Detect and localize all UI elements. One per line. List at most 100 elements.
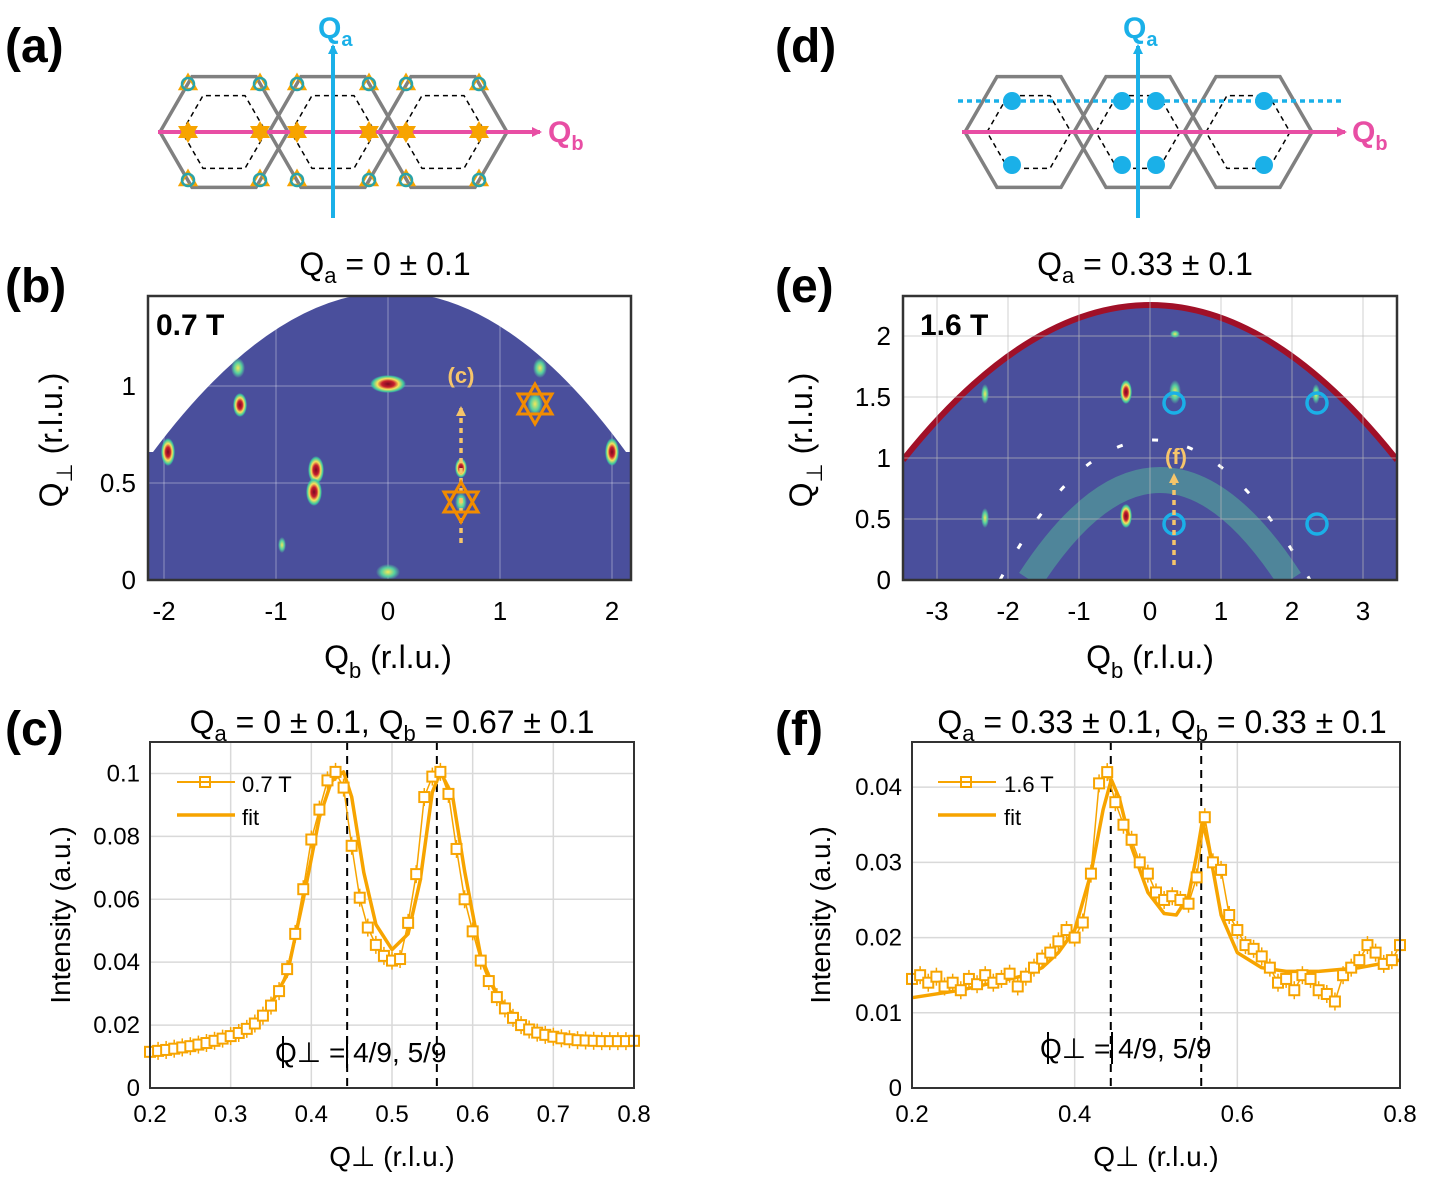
legend-fit-label: fit	[1004, 805, 1021, 830]
bright-spot	[233, 393, 247, 417]
peak-dot	[1147, 156, 1165, 174]
y-tick-label: 0	[122, 565, 136, 595]
panel-label-d: (d)	[775, 20, 836, 73]
legend-data-label: 0.7 T	[242, 772, 292, 797]
bright-spot	[1120, 380, 1132, 404]
data-point	[1076, 916, 1089, 929]
data-point	[1028, 961, 1040, 974]
legend-data-marker	[960, 776, 972, 788]
qa-axis-label: Qa	[318, 12, 353, 51]
data-point	[1345, 961, 1358, 974]
map-ylabel: Q⊥ (r.l.u.)	[783, 373, 827, 508]
map-bright-spots	[161, 358, 619, 580]
data-point	[1133, 856, 1146, 869]
x-tick-label: 0.8	[617, 1101, 650, 1128]
star-marker	[441, 478, 481, 526]
data-point	[1361, 939, 1374, 952]
data-point	[297, 883, 310, 896]
data-point	[361, 921, 374, 934]
data-point	[369, 938, 382, 951]
ring-peak-marker	[289, 76, 305, 92]
data-point	[1198, 811, 1211, 824]
panel-label-a: (a)	[5, 20, 64, 73]
x-tick-label: 0.3	[214, 1101, 247, 1128]
chart-ylabel: Intensity (a.u.)	[805, 826, 836, 1003]
y-tick-label: 0.04	[855, 774, 902, 801]
data-point	[248, 1017, 261, 1030]
data-point	[402, 916, 415, 929]
y-tick-label: 0.04	[93, 949, 140, 976]
data-point	[305, 833, 318, 846]
data-point	[498, 1002, 511, 1015]
qb-axis-label: Qb	[1352, 116, 1388, 155]
chart-xlabel: Q⊥ (r.l.u.)	[1093, 1141, 1219, 1172]
map-coverage-lower	[148, 452, 631, 580]
x-tick-label: -1	[264, 596, 287, 626]
data-point	[265, 999, 277, 1012]
x-tick-label: 0	[1143, 596, 1157, 626]
y-tick-label: 0.03	[855, 849, 902, 876]
panel-label-c: (c)	[5, 703, 64, 756]
y-tick-label: 0.5	[855, 504, 891, 534]
powder-ring	[1019, 467, 1301, 580]
field-label: 1.6 T	[920, 309, 988, 342]
data-point	[1150, 886, 1162, 899]
chart-xlabel: Q⊥ (r.l.u.)	[329, 1141, 455, 1172]
star-peak-marker	[359, 126, 379, 143]
chart-title: Qa = 0.33 ± 0.1, Qb = 0.33 ± 0.1	[937, 704, 1386, 746]
bright-spot	[533, 358, 547, 378]
x-tick-label: 0.5	[375, 1101, 408, 1128]
x-tick-label: 0.6	[456, 1101, 489, 1128]
data-point	[1068, 931, 1081, 944]
data-point	[1060, 924, 1073, 937]
y-tick-label: 0	[877, 565, 891, 595]
y-tick-label: 0.5	[100, 468, 136, 498]
x-tick-label: 0.4	[1058, 1101, 1091, 1128]
x-tick-label: 0.2	[895, 1101, 928, 1128]
star-peak-marker	[250, 126, 270, 143]
peak-dot	[1147, 92, 1165, 110]
data-point	[1141, 867, 1154, 880]
bright-spot	[308, 456, 324, 484]
peak-dot	[1255, 92, 1273, 110]
ring-peak-marker	[398, 76, 414, 92]
data-point	[1011, 980, 1024, 993]
bright-spot	[981, 508, 989, 528]
data-point	[914, 969, 927, 982]
ring-peak-marker	[471, 172, 487, 188]
panel-b-map: Qa = 0 ± 0.1 (c) 0.7 T -2 -1 0 1 2 0 0.5 1 Qb (…	[33, 246, 633, 683]
chart-ylabel: Intensity (a.u.)	[45, 826, 76, 1003]
x-tick-label: -3	[925, 596, 948, 626]
chart-legend: 0.7 T fit	[177, 772, 292, 830]
peak-annotation: Q⊥ = 4/9, 5/9	[1040, 1033, 1212, 1064]
data-point	[1288, 984, 1301, 997]
x-tick-label: 0.6	[1221, 1101, 1254, 1128]
data-point	[418, 791, 431, 804]
data-point	[1182, 897, 1195, 910]
map-frame	[901, 294, 1399, 582]
map-tick-labels: -2 -1 0 1 2 0 0.5 1	[100, 371, 619, 626]
data-point	[1019, 970, 1032, 983]
data-point	[394, 953, 407, 966]
data-point	[946, 976, 959, 989]
data-point	[1353, 954, 1366, 967]
data-point	[1206, 856, 1219, 869]
data-point	[971, 978, 984, 991]
y-tick-label: 0	[889, 1075, 902, 1102]
bright-spot	[278, 537, 286, 553]
blue-ring-marker	[1305, 391, 1329, 415]
x-tick-label: 2	[1285, 596, 1299, 626]
panel-d-schematic: Qa Qb	[958, 12, 1388, 218]
ring-peak-marker	[289, 172, 305, 188]
x-tick-label: 1	[493, 596, 507, 626]
bright-spot	[376, 564, 400, 580]
bright-spot	[1170, 330, 1180, 338]
data-point	[256, 1009, 269, 1022]
data-point	[450, 842, 463, 855]
map-edge-ring	[903, 302, 1397, 462]
data-point	[458, 893, 471, 906]
peak-markers	[177, 72, 490, 188]
data-point	[1084, 867, 1097, 880]
data-point	[1223, 909, 1236, 921]
x-tick-label: 0.8	[1383, 1101, 1416, 1128]
